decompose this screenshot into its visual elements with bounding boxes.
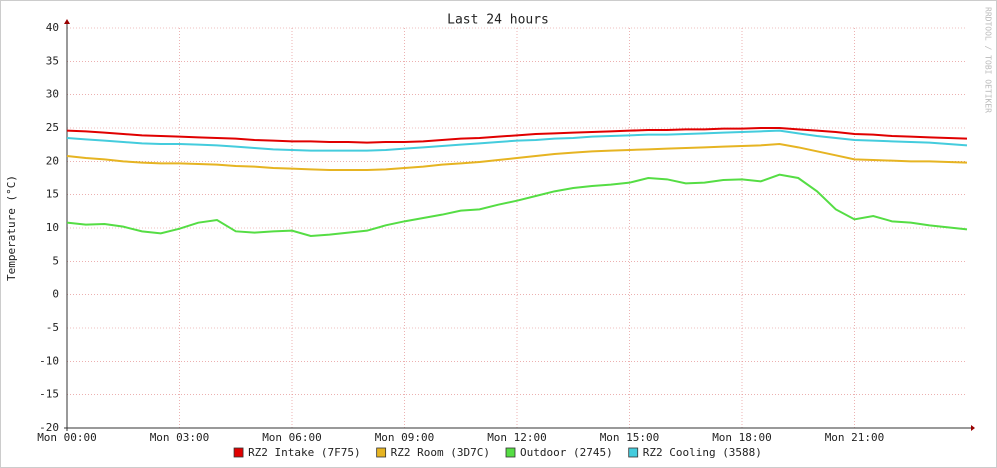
legend-item: RZ2 Cooling (3588) [628, 446, 762, 459]
x-tick-label: Mon 06:00 [262, 431, 322, 444]
x-tick-label: Mon 15:00 [600, 431, 660, 444]
y-tick-label: 30 [46, 88, 59, 101]
axis-arrow [971, 425, 975, 431]
y-tick-label: -20 [39, 421, 59, 434]
legend-item: RZ2 Intake (7F75) [233, 446, 361, 459]
legend-label: RZ2 Room (3D7C) [391, 446, 490, 459]
legend-swatch [376, 447, 387, 458]
chart-title: Last 24 hours [447, 13, 549, 28]
x-tick-label: Mon 03:00 [150, 431, 210, 444]
legend-swatch [233, 447, 244, 458]
y-tick-label: 15 [46, 188, 59, 201]
y-tick-label: 10 [46, 221, 59, 234]
series-line [66, 142, 968, 171]
watermark: RRDTOOL / TOBI OETIKER [984, 7, 993, 113]
legend-label: Outdoor (2745) [520, 446, 613, 459]
x-tick-label: Mon 21:00 [825, 431, 885, 444]
y-tick-label: 5 [52, 254, 59, 267]
legend-label: RZ2 Cooling (3588) [643, 446, 762, 459]
plot-area: -20 -15 -10 -5 0 5 10 15 20 25 30 35 40 Mon 00:00 Mon … [37, 19, 975, 444]
legend-item: RZ2 Room (3D7C) [376, 446, 490, 459]
legend-swatch [628, 447, 639, 458]
y-tick-label: 20 [46, 154, 59, 167]
x-tick-label: Mon 00:00 [37, 431, 97, 444]
x-tick-label: Mon 12:00 [487, 431, 547, 444]
series-line [66, 127, 968, 144]
legend-swatch [505, 447, 516, 458]
y-tick-label: 25 [46, 121, 59, 134]
y-tick-label: 35 [46, 54, 59, 67]
axis-arrow [64, 19, 70, 24]
series-line [66, 173, 968, 238]
y-axis-label: Temperature (°C) [5, 175, 18, 281]
y-tick-label: 40 [46, 21, 59, 34]
y-tick-label: -5 [46, 321, 59, 334]
y-tick-label: 0 [52, 288, 59, 301]
x-tick-label: Mon 09:00 [375, 431, 435, 444]
legend-item: Outdoor (2745) [505, 446, 613, 459]
legend-label: RZ2 Intake (7F75) [248, 446, 361, 459]
y-tick-label: -10 [39, 354, 59, 367]
x-tick-label: Mon 18:00 [712, 431, 772, 444]
y-tick-label: -15 [39, 388, 59, 401]
series-line [66, 129, 968, 152]
legend: RZ2 Intake (7F75) RZ2 Room (3D7C) Outdoor … [233, 446, 762, 459]
